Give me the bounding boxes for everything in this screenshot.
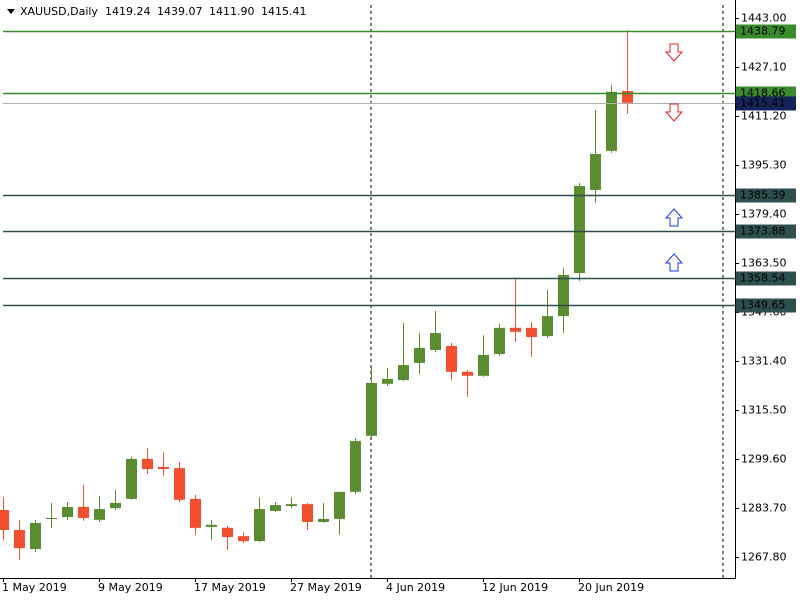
candle-body bbox=[334, 491, 345, 519]
candle-body bbox=[206, 524, 217, 527]
y-tick-label: 1411.20 bbox=[741, 110, 787, 123]
x-tick-label: 20 Jun 2019 bbox=[578, 581, 644, 594]
candle-body bbox=[142, 458, 153, 470]
candle-body bbox=[318, 518, 329, 522]
sell-arrow bbox=[664, 103, 684, 122]
candle-body bbox=[158, 466, 169, 470]
candle-body bbox=[270, 505, 281, 511]
price-level-label: 1415.41 bbox=[740, 97, 786, 110]
candle-body bbox=[462, 371, 473, 376]
x-tick-label: 27 May 2019 bbox=[290, 581, 362, 594]
y-tick-label: 1379.40 bbox=[741, 208, 787, 221]
candle-body bbox=[494, 327, 505, 354]
price-level-tag bbox=[736, 96, 796, 111]
candle-body bbox=[542, 316, 553, 337]
y-tick-label: 1395.30 bbox=[741, 159, 787, 172]
candle-body bbox=[30, 522, 41, 550]
plot bbox=[0, 30, 735, 560]
chart-title: XAUUSD,Daily bbox=[20, 5, 98, 18]
x-tick-label: 9 May 2019 bbox=[98, 581, 163, 594]
candle-body bbox=[62, 506, 73, 518]
candle-body bbox=[366, 382, 377, 436]
price-level-label: 1349.65 bbox=[740, 299, 786, 312]
y-tick-label: 1315.50 bbox=[741, 404, 787, 417]
price-level-tag bbox=[736, 24, 796, 39]
price-level-label: 1385.39 bbox=[740, 189, 786, 202]
candle-body bbox=[222, 527, 233, 538]
ohlc-open: 1419.24 bbox=[105, 5, 151, 18]
y-tick-label: 1267.80 bbox=[741, 551, 787, 564]
candle-body bbox=[238, 536, 249, 542]
candle-body bbox=[558, 274, 569, 317]
candle-body bbox=[46, 517, 57, 519]
x-tick-label: 12 Jun 2019 bbox=[482, 581, 548, 594]
candle-body bbox=[78, 506, 89, 518]
x-tick-label: 1 May 2019 bbox=[2, 581, 67, 594]
price-level-label: 1438.79 bbox=[740, 25, 786, 38]
price-level-tag bbox=[736, 224, 796, 239]
candle-body bbox=[190, 498, 201, 528]
sell-arrow bbox=[664, 43, 684, 62]
price-level-label: 1418.66 bbox=[740, 87, 786, 100]
candle-body bbox=[0, 509, 9, 530]
y-tick-label: 1427.10 bbox=[741, 61, 787, 74]
x-tick-label: 4 Jun 2019 bbox=[386, 581, 445, 594]
candle-body bbox=[398, 365, 409, 381]
ohlc-low: 1411.90 bbox=[209, 5, 255, 18]
candle-body bbox=[478, 354, 489, 376]
candle-body bbox=[350, 441, 361, 492]
candle-body bbox=[254, 509, 265, 542]
candle-body bbox=[430, 333, 441, 350]
candle-body bbox=[174, 468, 185, 500]
ohlc-high: 1439.07 bbox=[157, 5, 203, 18]
candle-body bbox=[302, 504, 313, 522]
candle-body bbox=[590, 153, 601, 190]
candle-body bbox=[110, 502, 121, 509]
y-tick-label: 1443.00 bbox=[741, 12, 787, 25]
candle-body bbox=[574, 185, 585, 274]
buy-arrow bbox=[664, 208, 684, 227]
symbol-menu-icon[interactable] bbox=[7, 9, 15, 14]
ohlc-close: 1415.41 bbox=[261, 5, 307, 18]
candle-body bbox=[126, 458, 137, 499]
price-level-label: 1373.88 bbox=[740, 225, 786, 238]
candle-body bbox=[286, 504, 297, 506]
candle-body bbox=[14, 529, 25, 549]
candle-body bbox=[94, 509, 105, 520]
candle-body bbox=[606, 91, 617, 151]
candle-body bbox=[526, 327, 537, 338]
y-tick-label: 1331.40 bbox=[741, 355, 787, 368]
candle-body bbox=[414, 347, 425, 363]
candle-body bbox=[382, 378, 393, 384]
y-tick-label: 1283.70 bbox=[741, 502, 787, 515]
price-level-label: 1358.54 bbox=[740, 272, 786, 285]
candle-body bbox=[446, 345, 457, 372]
price-level-tag bbox=[736, 188, 796, 203]
price-level-tag bbox=[736, 298, 796, 313]
candle-body bbox=[622, 91, 633, 103]
x-tick-label: 17 May 2019 bbox=[194, 581, 266, 594]
candle-body bbox=[510, 327, 521, 332]
y-tick-label: 1363.50 bbox=[741, 257, 787, 270]
price-level-tag bbox=[736, 271, 796, 286]
y-tick-label: 1299.60 bbox=[741, 453, 787, 466]
buy-arrow bbox=[664, 253, 684, 272]
